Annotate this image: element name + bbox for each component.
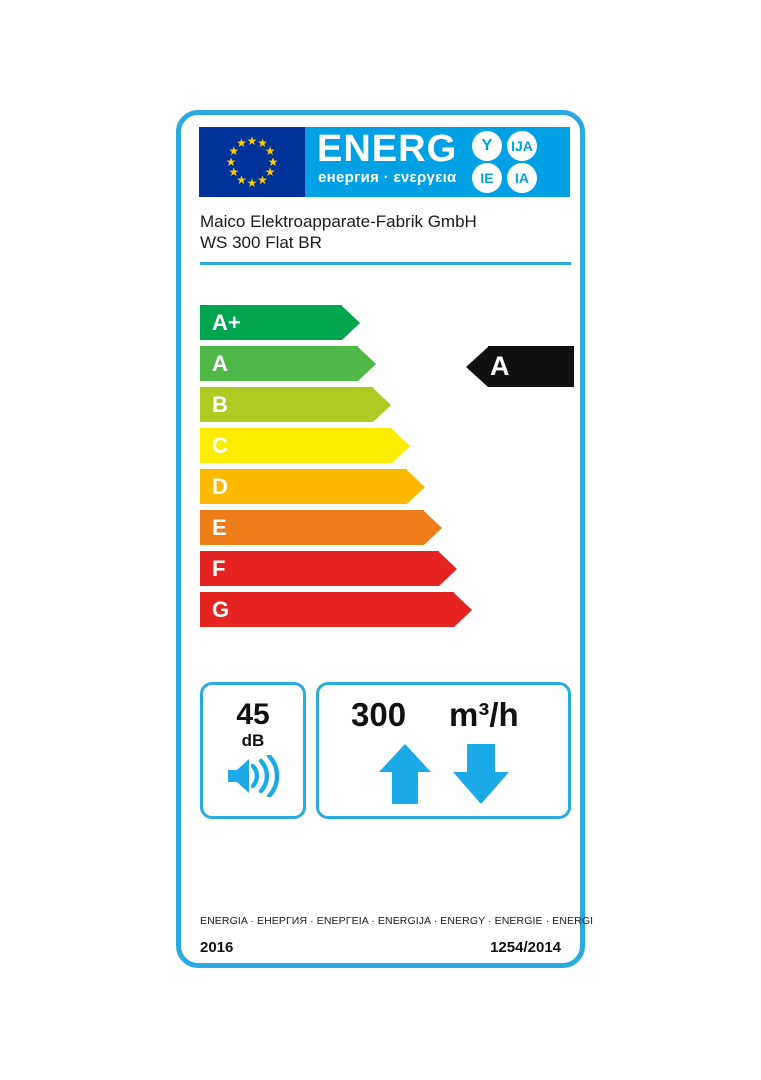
energ-circle-y: Y — [472, 131, 502, 161]
label-header-band: ★ ★ ★ ★ ★ ★ ★ ★ ★ ★ ★ ★ ENERG енергия · ενεργεια Y … — [199, 127, 570, 197]
rating-letter: A — [490, 351, 510, 381]
energ-circle-ija: IJA — [507, 131, 537, 161]
airflow-arrows — [376, 742, 512, 806]
energy-class-bar-body — [200, 346, 358, 381]
energ-wordmark: ENERG — [317, 128, 458, 170]
energy-class-letter: F — [212, 556, 226, 581]
eu-star-icon: ★ — [225, 154, 237, 169]
energy-class-bar-tip-icon — [454, 592, 472, 627]
energy-class-bar — [200, 346, 571, 381]
eu-star-icon: ★ — [228, 144, 240, 158]
energy-class-row: D — [200, 469, 571, 504]
energy-class-bar-tip-icon — [358, 346, 376, 381]
energy-class-row: B — [200, 387, 571, 422]
energy-class-letter: B — [212, 392, 228, 417]
energy-class-bar-tip-icon — [342, 305, 360, 340]
eu-star-icon: ★ — [264, 144, 276, 158]
energy-class-bar-body — [200, 510, 424, 545]
energy-rating-badge: A — [466, 346, 574, 387]
energy-class-bar-tip-icon — [424, 510, 442, 545]
energy-class-bar-body — [200, 387, 373, 422]
header-divider — [200, 262, 571, 265]
footer-year: 2016 — [200, 939, 234, 956]
energ-subtitle: енергия · ενεργεια — [318, 169, 457, 186]
energy-class-bar — [200, 428, 571, 463]
eu-star-icon: ★ — [236, 172, 247, 187]
energy-class-letter: A — [212, 351, 228, 376]
energy-class-row: F — [200, 551, 571, 586]
energy-class-bar-body — [200, 551, 439, 586]
airflow-value: 300 — [351, 696, 407, 733]
noise-unit: dB — [241, 731, 265, 750]
energy-class-row: E — [200, 510, 571, 545]
footer-regulation: 1254/2014 — [490, 939, 561, 956]
eu-star-icon: ★ — [267, 154, 279, 169]
energy-class-bar-tip-icon — [392, 428, 410, 463]
energy-class-scale: A+ A B C D E F G — [200, 305, 571, 633]
noise-level-box: 45 dB — [200, 682, 306, 819]
energy-class-bar — [200, 305, 571, 340]
energy-class-letter: A+ — [212, 310, 241, 335]
measurement-boxes: 45 dB 300 m³/h — [200, 682, 571, 819]
arrow-up-icon — [378, 744, 431, 804]
speaker-icon — [224, 753, 282, 802]
energy-class-bar — [200, 387, 571, 422]
energy-class-letter: D — [212, 474, 228, 499]
airflow-unit: m³/h — [449, 696, 519, 733]
eu-star-icon: ★ — [257, 172, 268, 187]
eu-star-icon: ★ — [257, 136, 268, 151]
rating-badge-arrow-icon — [466, 346, 488, 387]
energ-circle-ia: IA — [507, 163, 537, 193]
eu-star-icon: ★ — [236, 136, 247, 151]
footer-languages: ENERGIA · ЕНЕРГИЯ · ΕΝΕΡΓΕΙΑ · ENERGIJA … — [200, 915, 594, 927]
energy-class-bar-body — [200, 469, 407, 504]
energy-class-bar-body — [200, 592, 454, 627]
arrow-down-icon — [452, 744, 509, 804]
energ-circle-ie: IE — [472, 163, 502, 193]
rating-badge-body: A — [488, 346, 574, 387]
eu-star-icon: ★ — [264, 165, 276, 179]
eu-star-icon: ★ — [246, 133, 258, 148]
energy-class-row: A — [200, 346, 571, 381]
energ-band: ENERG енергия · ενεργεια Y IJA IE IA — [305, 127, 570, 197]
energy-class-bar — [200, 469, 571, 504]
energy-class-bar-tip-icon — [373, 387, 391, 422]
energy-class-row: A+ — [200, 305, 571, 340]
energy-class-letter: C — [212, 433, 228, 458]
model-name: WS 300 Flat BR — [200, 233, 322, 252]
energy-class-bar — [200, 510, 571, 545]
energy-class-bar — [200, 592, 571, 627]
supplier-name: Maico Elektroapparate-Fabrik GmbH — [200, 212, 477, 231]
energy-class-bar-tip-icon — [439, 551, 457, 586]
energy-class-row: G — [200, 592, 571, 627]
airflow-box: 300 m³/h — [316, 682, 571, 819]
energy-class-bar-tip-icon — [407, 469, 425, 504]
eu-star-icon: ★ — [228, 165, 240, 179]
energy-class-letter: G — [212, 597, 230, 622]
energy-label-frame: ★ ★ ★ ★ ★ ★ ★ ★ ★ ★ ★ ★ ENERG енергия · ενεργεια Y … — [176, 110, 594, 968]
energy-class-row: C — [200, 428, 571, 463]
energ-language-circles: Y IJA IE IA — [470, 131, 564, 193]
eu-flag-icon: ★ ★ ★ ★ ★ ★ ★ ★ ★ ★ ★ ★ — [199, 127, 305, 197]
energy-class-letter: E — [212, 515, 227, 540]
product-identification: Maico Elektroapparate-Fabrik GmbH WS 300… — [200, 211, 571, 253]
eu-star-icon: ★ — [246, 175, 258, 190]
energy-class-bar-body — [200, 305, 342, 340]
noise-value: 45 — [236, 698, 270, 731]
energy-class-bar-body — [200, 428, 392, 463]
energy-class-bar — [200, 551, 571, 586]
